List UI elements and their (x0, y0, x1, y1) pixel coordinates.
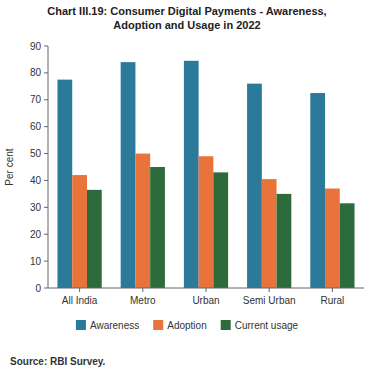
bar (325, 189, 340, 288)
y-tick-label: 10 (30, 256, 42, 267)
bar (340, 203, 355, 288)
legend-swatch (153, 320, 163, 330)
legend-item: Current usage (221, 320, 299, 331)
x-tick-label: All India (62, 295, 98, 306)
title-line: Adoption and Usage in 2022 (113, 19, 260, 31)
legend-swatch (76, 320, 86, 330)
y-axis-line (48, 46, 49, 288)
legend-label: Awareness (90, 320, 139, 331)
y-tick (44, 126, 48, 127)
legend-label: Current usage (235, 320, 299, 331)
bar (57, 80, 72, 288)
legend-swatch (221, 320, 231, 330)
y-tick-label: 50 (30, 148, 42, 159)
y-tick-label: 70 (30, 94, 42, 105)
bar (262, 179, 277, 288)
bar (213, 172, 228, 288)
y-tick-label: 0 (35, 283, 41, 294)
bar (87, 190, 102, 288)
legend: Awareness Adoption Current usage (76, 320, 299, 331)
y-tick-label: 20 (30, 229, 42, 240)
bar (135, 154, 150, 288)
bar (199, 156, 214, 288)
source-note: Source: RBI Survey. (10, 356, 106, 367)
y-tick-label: 90 (30, 41, 42, 52)
chart-container: Chart III.19: Consumer Digital Payments … (0, 0, 374, 375)
legend-item: Adoption (153, 320, 206, 331)
y-tick (44, 72, 48, 73)
bars (57, 61, 354, 288)
x-tick-label: Semi Urban (243, 295, 296, 306)
y-tick (44, 46, 48, 47)
y-axis: 0 10 20 30 40 50 60 70 80 90 (30, 41, 48, 294)
chart-svg: Chart III.19: Consumer Digital Payments … (0, 0, 374, 375)
legend-item: Awareness (76, 320, 139, 331)
bar (72, 175, 87, 288)
y-tick (44, 99, 48, 100)
y-tick-label: 60 (30, 121, 42, 132)
y-tick-label: 40 (30, 175, 42, 186)
y-tick (44, 153, 48, 154)
bar (184, 61, 199, 288)
x-tick (206, 288, 207, 292)
title-line: Chart III.19: Consumer Digital Payments … (47, 5, 326, 17)
y-tick-label: 30 (30, 202, 42, 213)
bar (277, 194, 292, 288)
y-tick (44, 180, 48, 181)
y-tick (44, 234, 48, 235)
legend-label: Adoption (167, 320, 206, 331)
bar (310, 93, 325, 288)
x-tick (332, 288, 333, 292)
x-tick-label: Urban (192, 295, 219, 306)
y-tick (44, 261, 48, 262)
bar (150, 167, 165, 288)
y-axis-label: Per cent (4, 148, 15, 185)
x-tick (79, 288, 80, 292)
x-tick-label: Metro (130, 295, 156, 306)
bar (121, 62, 136, 288)
y-tick-label: 80 (30, 67, 42, 78)
title: Chart III.19: Consumer Digital Payments … (47, 5, 326, 31)
x-axis: All India Metro Urban Semi Urban Rural (48, 288, 364, 306)
x-tick (269, 288, 270, 292)
x-tick-label: Rural (320, 295, 344, 306)
y-tick (44, 288, 48, 289)
bar (247, 84, 262, 288)
x-tick (142, 288, 143, 292)
y-tick (44, 207, 48, 208)
